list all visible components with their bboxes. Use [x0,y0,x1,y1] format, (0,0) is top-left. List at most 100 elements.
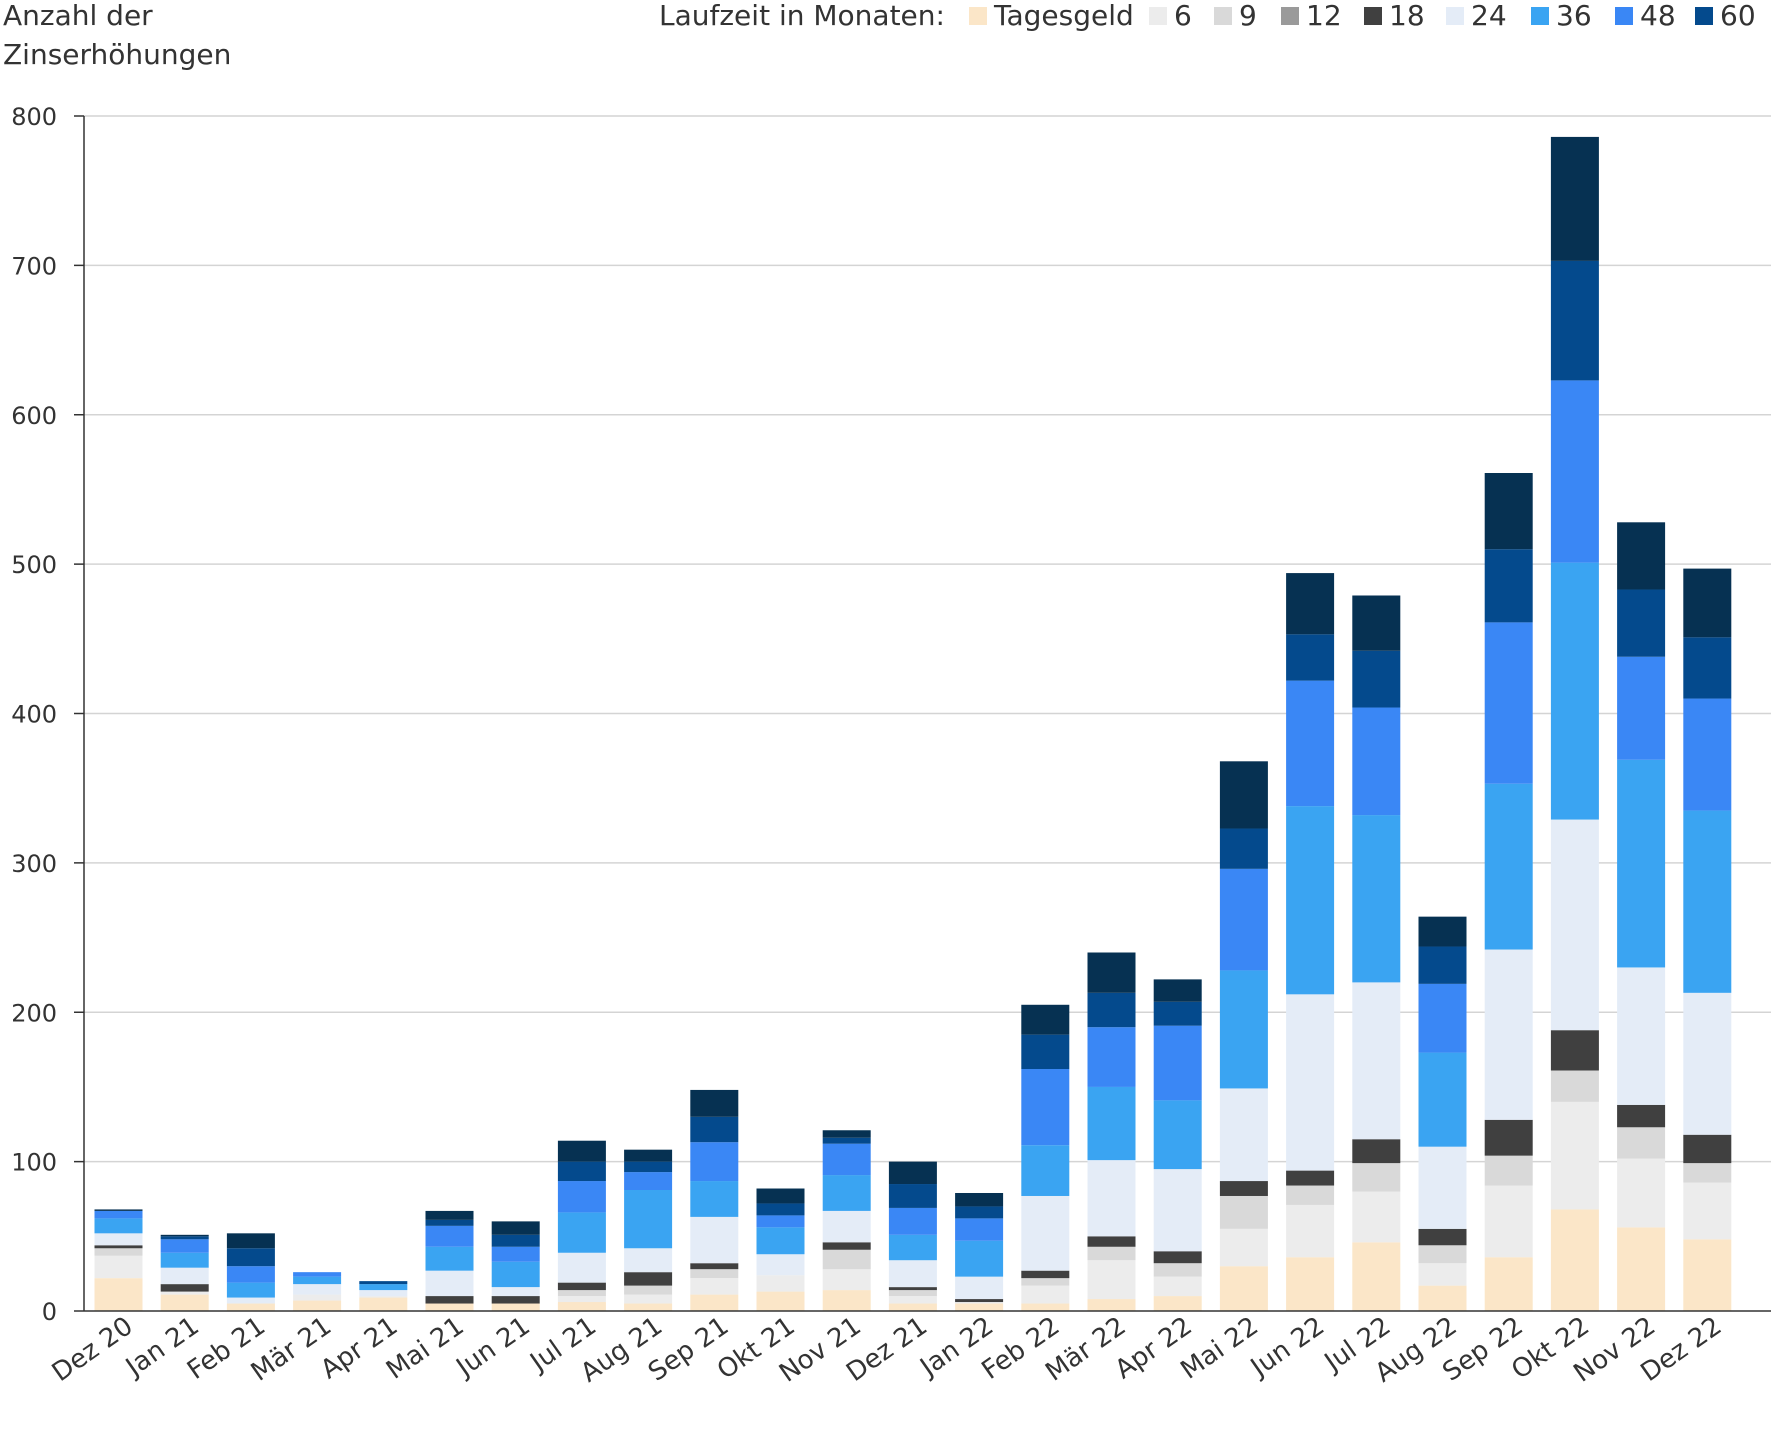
bar-apr-21-tagesgeld [359,1297,408,1311]
bar-apr-22-6 [1153,1276,1202,1297]
bar-apr-21-36 [359,1284,408,1291]
bar-stack-feb-21 [226,1233,275,1311]
bar-mai-22-60 [1219,761,1268,829]
bar-jul-21-60 [557,1140,606,1162]
legend-swatch-18 [1364,7,1382,25]
bar-nov-22-9 [1617,1127,1666,1159]
bar-okt-21-6 [756,1275,805,1292]
bar-okt-21-tagesgeld [756,1291,805,1311]
bar-okt-22-18 [1550,1030,1599,1071]
bar-apr-22-tagesgeld [1153,1296,1202,1311]
bar-jul-21-6 [557,1296,606,1303]
bar-apr-21-24 [359,1290,408,1297]
bar-aug-22-18 [1418,1228,1467,1246]
legend-swatch-24 [1446,7,1464,25]
bar-apr-22-60 [1153,979,1202,1002]
bar-dez-22-48 [1683,698,1732,811]
bar-aug-22-9 [1418,1245,1467,1264]
legend-swatch-9 [1214,7,1232,25]
bar-feb-22-36 [1021,1145,1070,1196]
bar-aug-22-60 [1418,916,1467,947]
bar-maer-22-18 [1087,1236,1136,1247]
y-tick-label-300: 300 [11,850,57,878]
bar-jan-21-48 [160,1239,209,1253]
legend-label-48: 48 [1640,0,1676,32]
bar-mai-22-6 [1219,1228,1268,1267]
bar-feb-21-60 [226,1248,275,1267]
bar-maer-21-48 [293,1272,342,1277]
bar-aug-21-9 [624,1285,673,1295]
bar-maer-22-tagesgeld [1087,1299,1136,1311]
bar-nov-21-60 [822,1137,871,1144]
bar-sep-21-36 [690,1181,739,1217]
bar-nov-21-48 [822,1143,871,1176]
bar-stack-aug-21 [624,1149,673,1311]
bar-stack-jun-21 [491,1221,540,1311]
bar-jul-21-18 [557,1282,606,1291]
bar-jul-21-tagesgeld [557,1302,606,1311]
bar-stack-maer-21 [293,1272,342,1311]
bar-feb-22-60 [1021,1034,1070,1070]
bar-dez-22-tagesgeld [1683,1239,1732,1311]
bar-nov-22-18 [1617,1104,1666,1128]
bar-dez-21-60 [888,1161,937,1185]
bar-aug-21-6 [624,1294,673,1304]
bar-stack-okt-21 [756,1188,805,1311]
bar-jan-21-60 [160,1236,209,1240]
bar-jun-22-24 [1286,994,1335,1171]
bar-stack-jun-22 [1286,573,1335,1311]
bar-apr-21-60 [359,1281,408,1285]
bar-stack-jan-21 [160,1234,209,1311]
legend-swatch-48 [1615,7,1633,25]
legend-label-6: 6 [1174,0,1192,32]
bar-dez-20-24 [94,1233,143,1246]
bar-okt-22-24 [1550,819,1599,1031]
bar-maer-22-48 [1087,1027,1136,1087]
bar-dez-22-18 [1683,1134,1732,1164]
bar-jun-21-48 [491,1246,540,1262]
bar-jan-22-24 [955,1276,1004,1300]
legend-label-12: 12 [1306,0,1342,32]
bar-stack-okt-22 [1550,136,1599,1311]
bar-okt-21-60 [756,1203,805,1216]
bar-feb-21-60 [226,1233,275,1249]
bar-apr-22-36 [1153,1100,1202,1170]
bar-sep-22-36 [1484,783,1533,950]
bar-jan-22-36 [955,1240,1004,1277]
bar-aug-22-24 [1418,1146,1467,1229]
bar-jul-22-60 [1352,650,1401,708]
bar-sep-22-18 [1484,1119,1533,1156]
bar-apr-21-6 [359,1296,408,1298]
bar-maer-21-24 [293,1284,342,1295]
bar-dez-21-tagesgeld [888,1303,937,1311]
bar-dez-20-tagesgeld [94,1278,143,1311]
bar-stack-maer-22 [1087,952,1136,1311]
bar-jan-22-60 [955,1206,1004,1219]
legend-label-tagesgeld: Tagesgeld [993,0,1134,32]
x-tick-label-mai-21: Mai 21 [381,1311,469,1385]
bar-aug-21-18 [624,1272,673,1286]
bar-jun-22-18 [1286,1170,1335,1186]
bar-stack-mai-21 [425,1210,474,1311]
bar-dez-22-60 [1683,568,1732,638]
bar-jun-21-tagesgeld [491,1303,540,1311]
bar-aug-22-60 [1418,946,1467,984]
bar-stack-dez-22 [1683,568,1732,1311]
bar-mai-21-24 [425,1270,474,1297]
bar-dez-20-6 [94,1255,143,1279]
bar-jul-22-18 [1352,1139,1401,1164]
bar-jul-22-60 [1352,595,1401,651]
bar-maer-22-9 [1087,1246,1136,1261]
bar-mai-21-48 [425,1225,474,1247]
legend-swatch-6 [1149,7,1167,25]
bar-okt-21-24 [756,1254,805,1276]
bar-sep-21-24 [690,1216,739,1264]
bar-dez-21-48 [888,1207,937,1235]
bar-feb-22-tagesgeld [1021,1303,1070,1311]
bar-okt-21-60 [756,1188,805,1204]
bar-dez-21-9 [888,1290,937,1297]
bar-jan-21-36 [160,1252,209,1268]
bar-nov-22-60 [1617,522,1666,590]
bar-jan-22-48 [955,1218,1004,1241]
bar-feb-21-24 [226,1297,275,1304]
